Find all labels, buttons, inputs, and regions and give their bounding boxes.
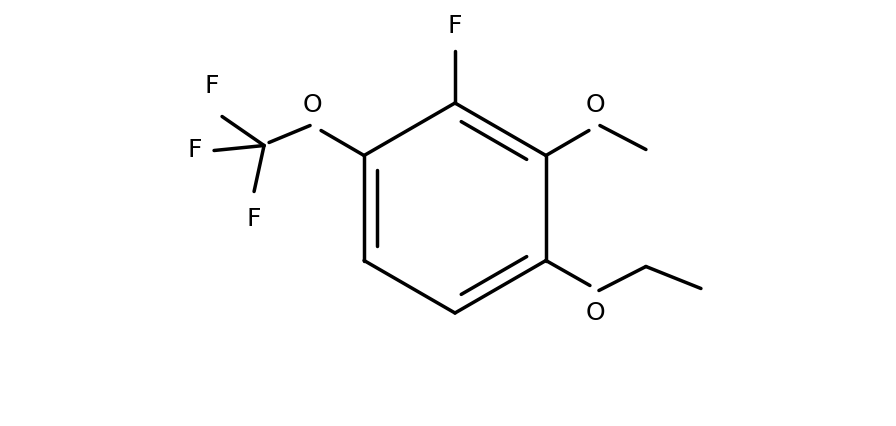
Text: O: O: [302, 93, 322, 118]
Text: F: F: [187, 138, 202, 162]
Text: O: O: [586, 300, 606, 325]
Text: F: F: [205, 75, 220, 98]
Text: O: O: [586, 93, 606, 118]
Text: F: F: [246, 207, 262, 231]
Text: F: F: [448, 14, 462, 38]
